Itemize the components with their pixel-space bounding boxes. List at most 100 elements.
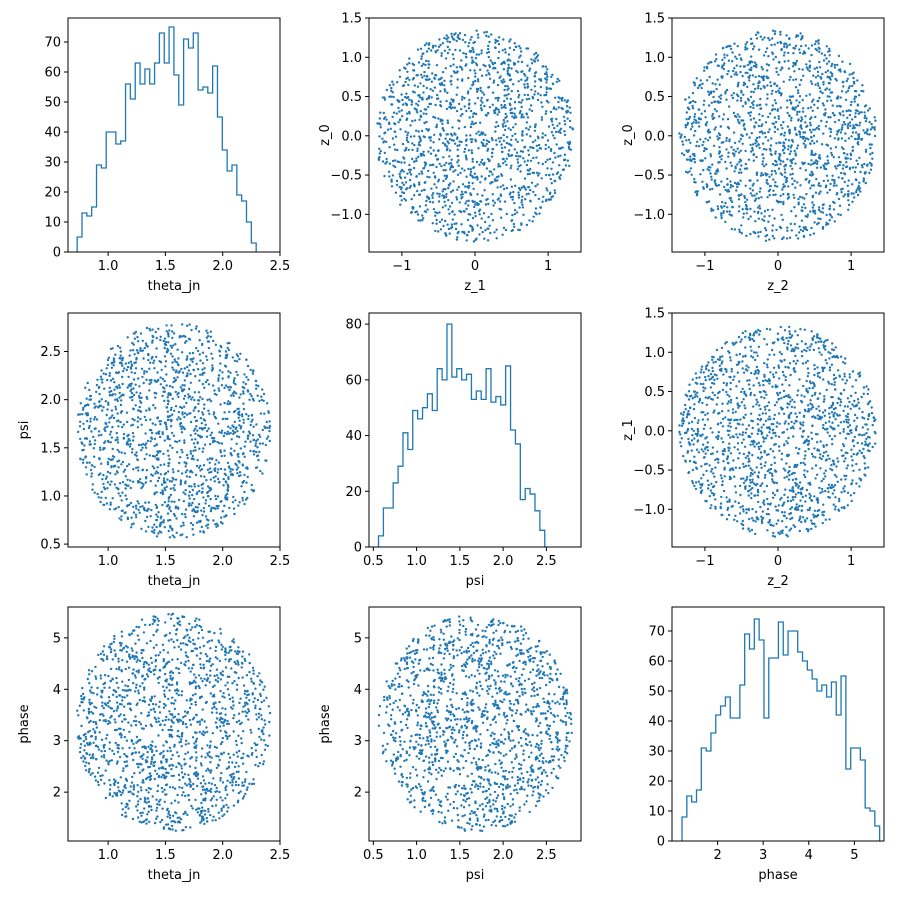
scatter-point bbox=[247, 378, 250, 381]
scatter-point bbox=[479, 181, 482, 184]
scatter-point bbox=[199, 464, 202, 467]
scatter-point bbox=[765, 63, 769, 66]
scatter-point bbox=[829, 182, 832, 186]
scatter-point bbox=[683, 135, 686, 139]
scatter-point bbox=[816, 100, 819, 103]
scatter-point bbox=[736, 163, 739, 166]
scatter-point bbox=[395, 112, 398, 115]
scatter-point bbox=[505, 186, 509, 190]
scatter-point bbox=[145, 409, 148, 412]
scatter-point bbox=[545, 81, 548, 84]
scatter-point bbox=[536, 92, 540, 95]
scatter-point bbox=[779, 159, 782, 162]
scatter-point bbox=[756, 179, 759, 182]
scatter-point bbox=[679, 412, 683, 415]
scatter-point bbox=[170, 500, 173, 503]
scatter-point bbox=[810, 131, 813, 134]
scatter-point bbox=[798, 48, 801, 51]
scatter-point bbox=[739, 137, 743, 141]
scatter-point bbox=[251, 434, 255, 437]
scatter-point bbox=[131, 341, 134, 345]
scatter-point bbox=[475, 175, 479, 178]
scatter-point bbox=[709, 92, 712, 95]
scatter-point bbox=[703, 99, 706, 103]
scatter-point bbox=[702, 186, 705, 189]
scatter-point bbox=[728, 498, 731, 501]
scatter-point bbox=[449, 168, 452, 171]
scatter-point bbox=[860, 89, 863, 93]
scatter-point bbox=[214, 475, 217, 478]
scatter-point bbox=[767, 220, 770, 223]
scatter-point bbox=[386, 128, 390, 131]
scatter-point bbox=[798, 101, 801, 104]
scatter-point bbox=[106, 358, 110, 362]
scatter-point bbox=[91, 483, 95, 486]
scatter-point bbox=[464, 41, 467, 44]
scatter-point bbox=[743, 196, 747, 200]
scatter-point bbox=[763, 503, 766, 506]
scatter-point bbox=[418, 118, 421, 122]
scatter-point bbox=[198, 447, 201, 450]
scatter-point bbox=[761, 76, 764, 79]
scatter-point bbox=[158, 450, 161, 453]
scatter-point bbox=[513, 107, 517, 110]
scatter-point bbox=[224, 365, 228, 368]
scatter-point bbox=[403, 66, 406, 70]
scatter-point bbox=[534, 207, 538, 210]
scatter-point bbox=[105, 475, 109, 478]
scatter-point bbox=[833, 179, 836, 182]
scatter-point bbox=[571, 128, 575, 131]
scatter-point bbox=[750, 90, 753, 94]
scatter-point bbox=[406, 76, 409, 80]
scatter-point bbox=[435, 97, 439, 101]
scatter-point bbox=[121, 375, 124, 379]
scatter-point bbox=[232, 379, 236, 382]
scatter-point bbox=[452, 180, 455, 183]
scatter-point bbox=[154, 503, 157, 507]
scatter-point bbox=[500, 216, 503, 219]
scatter-point bbox=[736, 45, 739, 48]
scatter-point bbox=[215, 393, 218, 396]
scatter-point bbox=[527, 153, 531, 157]
scatter-point bbox=[824, 421, 827, 424]
scatter-point bbox=[497, 124, 500, 128]
scatter-point bbox=[749, 37, 753, 41]
scatter-point bbox=[727, 151, 730, 154]
scatter-point bbox=[764, 226, 767, 230]
scatter-point bbox=[745, 133, 749, 136]
scatter-point bbox=[737, 120, 740, 124]
scatter-point bbox=[712, 95, 715, 99]
scatter-point bbox=[394, 191, 398, 194]
scatter-point bbox=[175, 531, 178, 534]
scatter-point bbox=[558, 122, 561, 125]
scatter-point bbox=[469, 38, 472, 41]
scatter-point bbox=[201, 487, 204, 490]
scatter-point bbox=[813, 161, 816, 164]
scatter-point bbox=[827, 116, 830, 119]
scatter-point bbox=[135, 466, 138, 469]
x-tick-label: 0.5 bbox=[363, 554, 384, 569]
scatter-point bbox=[809, 142, 812, 146]
scatter-point bbox=[232, 507, 236, 510]
scatter-point bbox=[529, 125, 532, 128]
scatter-point bbox=[423, 135, 426, 139]
scatter-point bbox=[794, 354, 797, 358]
scatter-point bbox=[220, 442, 224, 445]
scatter-point bbox=[497, 50, 501, 54]
scatter-point bbox=[789, 164, 792, 168]
scatter-point bbox=[430, 96, 433, 99]
scatter-point bbox=[737, 194, 741, 198]
scatter-point bbox=[844, 98, 848, 102]
scatter-point bbox=[470, 149, 473, 152]
scatter-point bbox=[108, 508, 112, 511]
scatter-point bbox=[782, 236, 785, 239]
scatter-point bbox=[740, 441, 744, 444]
scatter-point bbox=[749, 118, 753, 121]
scatter-point bbox=[745, 234, 748, 238]
scatter-point bbox=[693, 158, 696, 161]
scatter-point bbox=[202, 531, 205, 534]
scatter-point bbox=[168, 384, 172, 388]
scatter-point bbox=[122, 432, 126, 436]
scatter-point bbox=[870, 162, 873, 166]
